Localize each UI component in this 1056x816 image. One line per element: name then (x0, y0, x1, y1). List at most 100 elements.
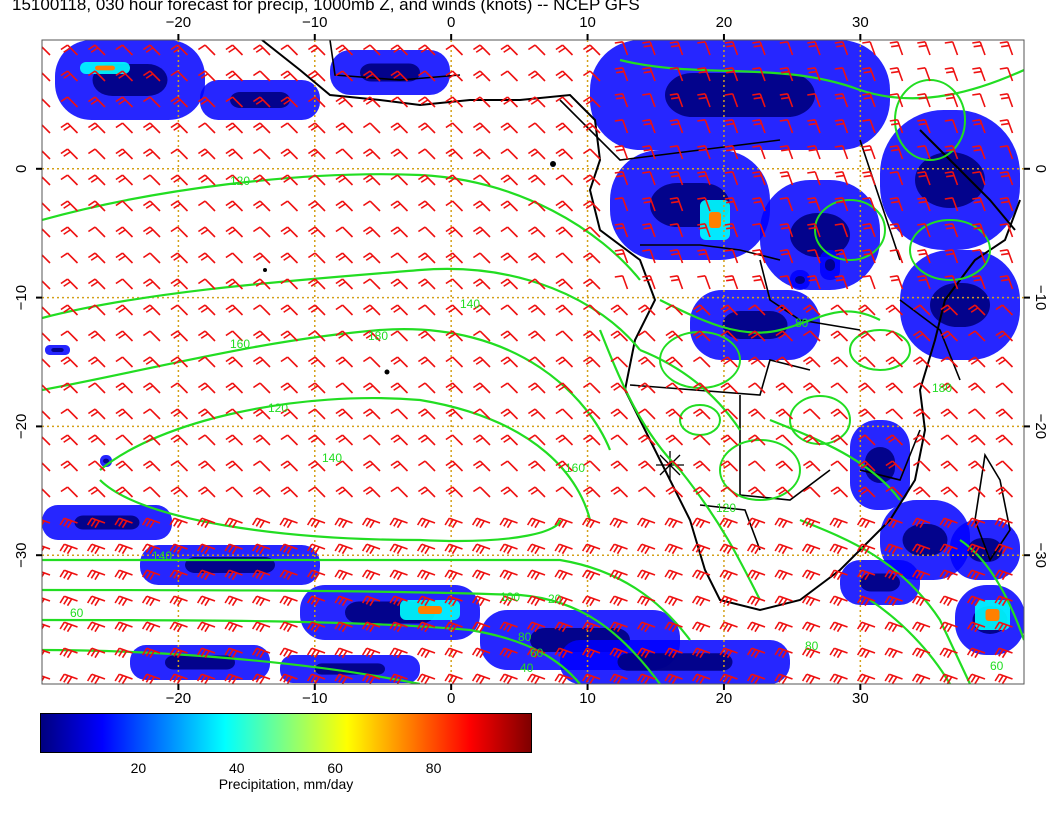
wind-barb-feather (585, 411, 594, 417)
wind-barb-feather (500, 434, 509, 441)
wind-barb-staff (531, 517, 546, 524)
wind-barb-feather (279, 543, 286, 552)
wind-barb-feather (335, 122, 344, 129)
wind-barb-staff (287, 44, 299, 56)
wind-barb-feather (200, 307, 209, 313)
wind-barb-feather (365, 177, 374, 183)
wind-barb-feather (888, 463, 896, 469)
wind-barb-staff (809, 304, 821, 316)
wind-barb-staff (424, 486, 436, 498)
wind-barb-feather (94, 572, 100, 581)
pressure-contour-line (769, 418, 901, 501)
contour-label: 40 (520, 661, 534, 675)
wind-barb-staff (834, 543, 848, 550)
wind-barb-feather (225, 226, 234, 233)
wind-barb-staff (589, 70, 601, 82)
wind-barb-staff (834, 569, 848, 576)
wind-barb-staff (232, 304, 244, 316)
wind-barb-feather (472, 148, 481, 155)
wind-barb-feather (691, 595, 698, 604)
wind-barb-feather (445, 304, 454, 311)
wind-barb-feather (554, 621, 561, 630)
wind-barb-feather (87, 148, 96, 155)
wind-barb-staff (507, 330, 519, 342)
wind-barb-staff (342, 174, 354, 186)
wind-barb-feather (779, 41, 788, 44)
wind-barb-staff (751, 543, 766, 550)
wind-barb-staff (397, 408, 409, 420)
wind-barb-staff (42, 97, 51, 108)
wind-barb-feather (472, 408, 481, 415)
wind-barb-feather (33, 435, 40, 439)
wind-barb-staff (864, 460, 876, 472)
wind-barb-staff (834, 647, 848, 654)
wind-barb-feather (252, 174, 261, 181)
wind-barb-staff (507, 96, 519, 108)
wind-barb-staff (314, 486, 326, 498)
wind-barb-feather (472, 382, 481, 389)
wind-barb-staff (421, 543, 436, 550)
wind-barb-staff (259, 434, 271, 446)
wind-barb-staff (641, 673, 656, 680)
wind-barb-staff (669, 673, 683, 680)
wind-barb-feather (918, 252, 927, 256)
wind-barb-staff (1006, 223, 1014, 238)
wind-barb-feather (534, 572, 540, 581)
wind-barb-feather (527, 122, 536, 129)
wind-barb-feather (613, 623, 619, 631)
wind-barb-feather (695, 623, 702, 631)
wind-barb-feather (115, 434, 124, 441)
wind-barb-staff (617, 356, 629, 368)
wind-barb-feather (335, 174, 344, 181)
wind-barb-feather (752, 41, 761, 44)
wind-barb-staff (809, 434, 821, 446)
wind-barb-feather (919, 520, 925, 529)
wind-barb-feather (334, 543, 341, 552)
wind-barb-feather (115, 148, 124, 155)
wind-barb-feather (697, 93, 706, 96)
wind-barb-feather (915, 437, 924, 443)
wind-barb-feather (526, 673, 533, 682)
wind-barb-feather (807, 223, 816, 226)
pressure-contour-line (42, 328, 612, 451)
wind-barb-feather (775, 434, 784, 441)
wind-barb-staff (727, 486, 739, 498)
wind-barb-staff (476, 647, 491, 654)
wind-barb-feather (362, 408, 371, 415)
wind-barb-feather (939, 673, 946, 682)
wind-barb-feather (280, 356, 289, 363)
wind-barb-feather (417, 148, 426, 155)
wind-barb-feather (558, 649, 564, 657)
wind-barb-staff (727, 434, 739, 446)
wind-barb-feather (697, 67, 706, 70)
wind-barb-staff (979, 145, 986, 160)
wind-barb-feather (1001, 546, 1008, 555)
wind-barb-feather (362, 356, 371, 363)
wind-barb-feather (33, 461, 40, 465)
wind-barb-feather (857, 382, 866, 389)
wind-barb-staff (177, 460, 189, 472)
wind-barb-feather (534, 676, 540, 684)
pressure-contour-loop (789, 395, 851, 445)
wind-barb-staff (759, 67, 766, 82)
wind-barb-feather (527, 356, 536, 363)
wind-barb-staff (1002, 356, 1014, 368)
wind-barb-staff (232, 122, 244, 134)
wind-barb-staff (814, 67, 821, 82)
wind-barb-feather (530, 519, 537, 527)
wind-barb-staff (94, 434, 106, 446)
wind-barb-staff (476, 517, 491, 524)
wind-barb-staff (122, 408, 134, 420)
wind-barb-feather (142, 70, 151, 77)
wind-barb-staff (951, 67, 959, 82)
wind-barb-staff (672, 356, 684, 368)
wind-barb-feather (834, 41, 843, 44)
wind-barb-staff (999, 543, 1013, 550)
wind-barb-staff (174, 673, 188, 680)
wind-barb-feather (115, 200, 124, 207)
wind-barb-feather (142, 356, 151, 363)
wind-barb-feather (775, 460, 784, 467)
wind-barb-feather (609, 673, 616, 682)
wind-barb-staff (314, 330, 326, 342)
wind-barb-feather (668, 359, 676, 365)
